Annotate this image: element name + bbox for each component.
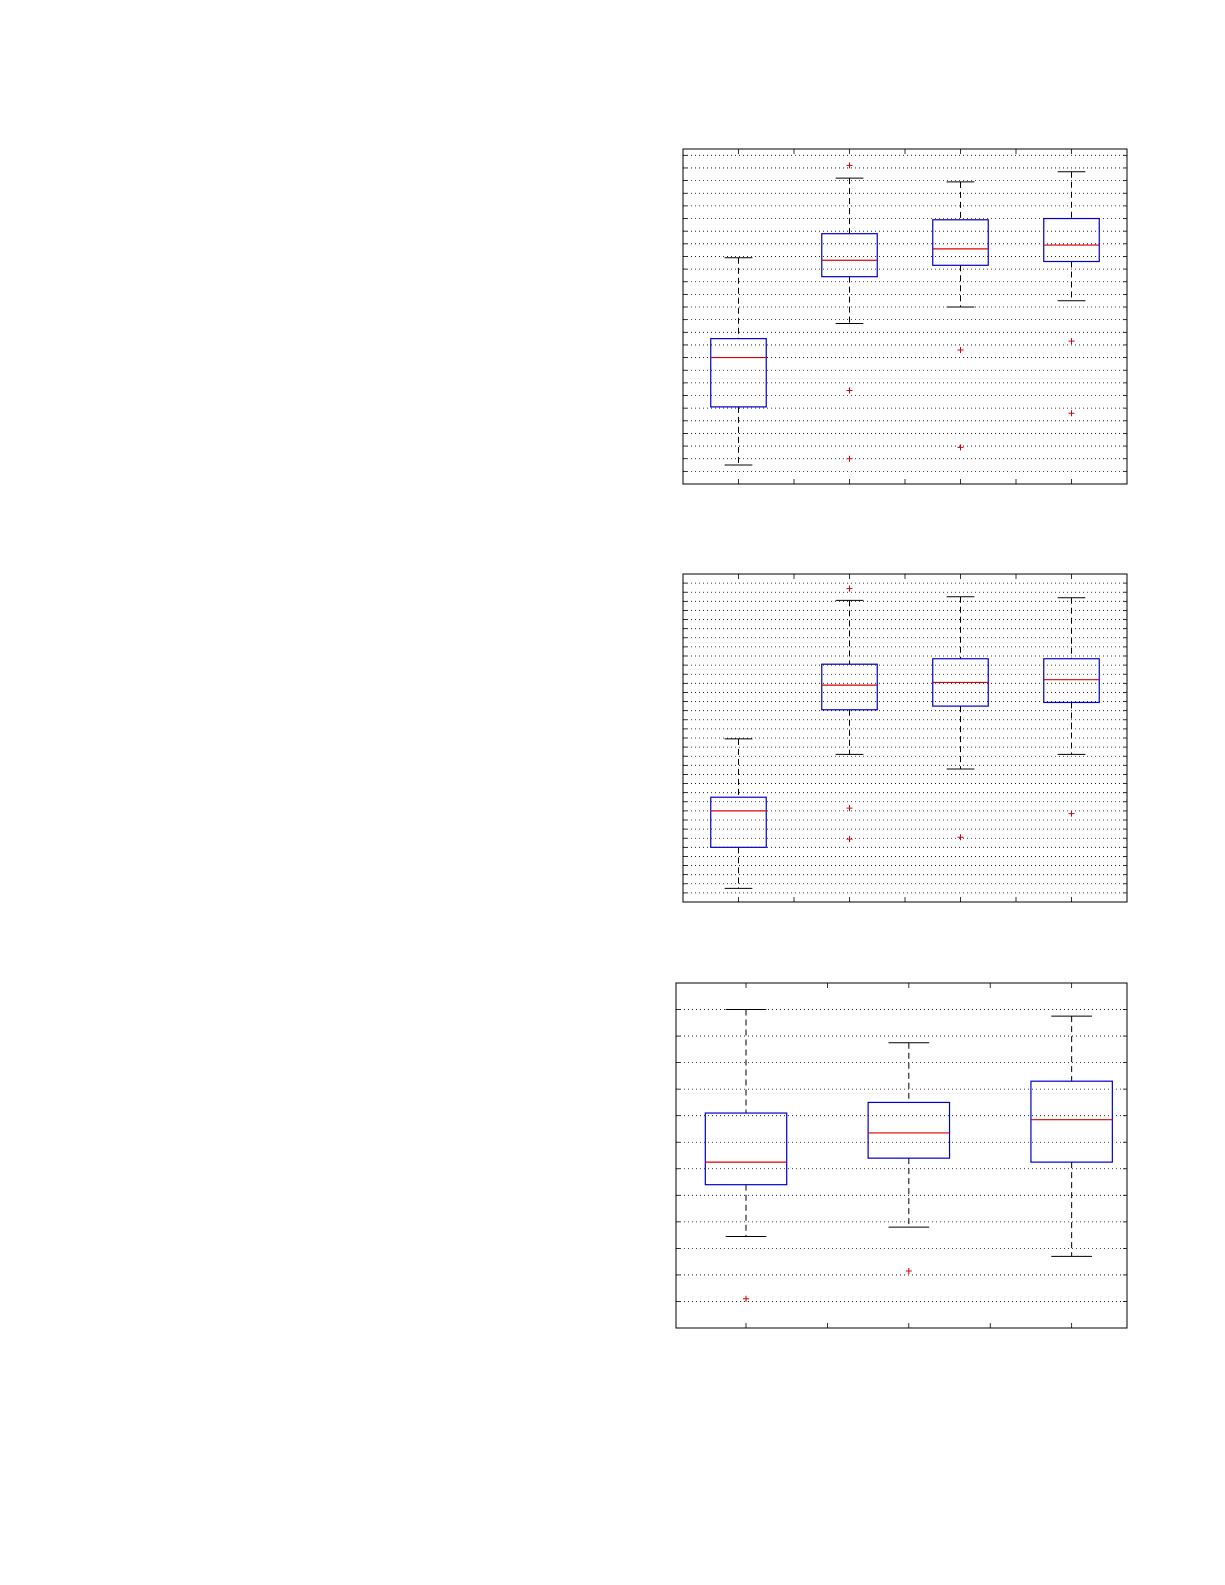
outlier-marker xyxy=(1068,410,1075,417)
outlier-marker xyxy=(846,805,853,812)
box-2 xyxy=(867,1101,951,1159)
box-4 xyxy=(1043,217,1100,263)
outlier-marker xyxy=(743,1295,750,1302)
outlier-marker xyxy=(1068,338,1075,345)
box-3 xyxy=(932,219,989,266)
boxplot-chart-1 xyxy=(682,148,1128,485)
box-1 xyxy=(710,796,767,848)
box-4 xyxy=(1043,658,1100,704)
outlier-marker xyxy=(846,836,853,843)
box-1 xyxy=(710,338,767,408)
outlier-marker xyxy=(905,1267,912,1274)
axes-frame xyxy=(682,573,1128,903)
boxplot-chart-3 xyxy=(675,982,1128,1329)
box-2 xyxy=(821,663,878,711)
outlier-marker xyxy=(846,455,853,462)
box-1 xyxy=(704,1112,788,1186)
outlier-marker xyxy=(846,387,853,394)
outlier-marker xyxy=(1068,810,1075,817)
outlier-marker xyxy=(957,444,964,451)
outlier-marker xyxy=(957,347,964,353)
outlier-marker xyxy=(846,585,853,592)
box-2 xyxy=(821,233,878,278)
box-3 xyxy=(1030,1080,1113,1163)
outlier-marker xyxy=(957,834,964,841)
boxplot-chart-2 xyxy=(682,573,1128,903)
outlier-marker xyxy=(846,162,853,169)
axes-frame xyxy=(675,982,1128,1329)
axes-frame xyxy=(682,148,1128,485)
